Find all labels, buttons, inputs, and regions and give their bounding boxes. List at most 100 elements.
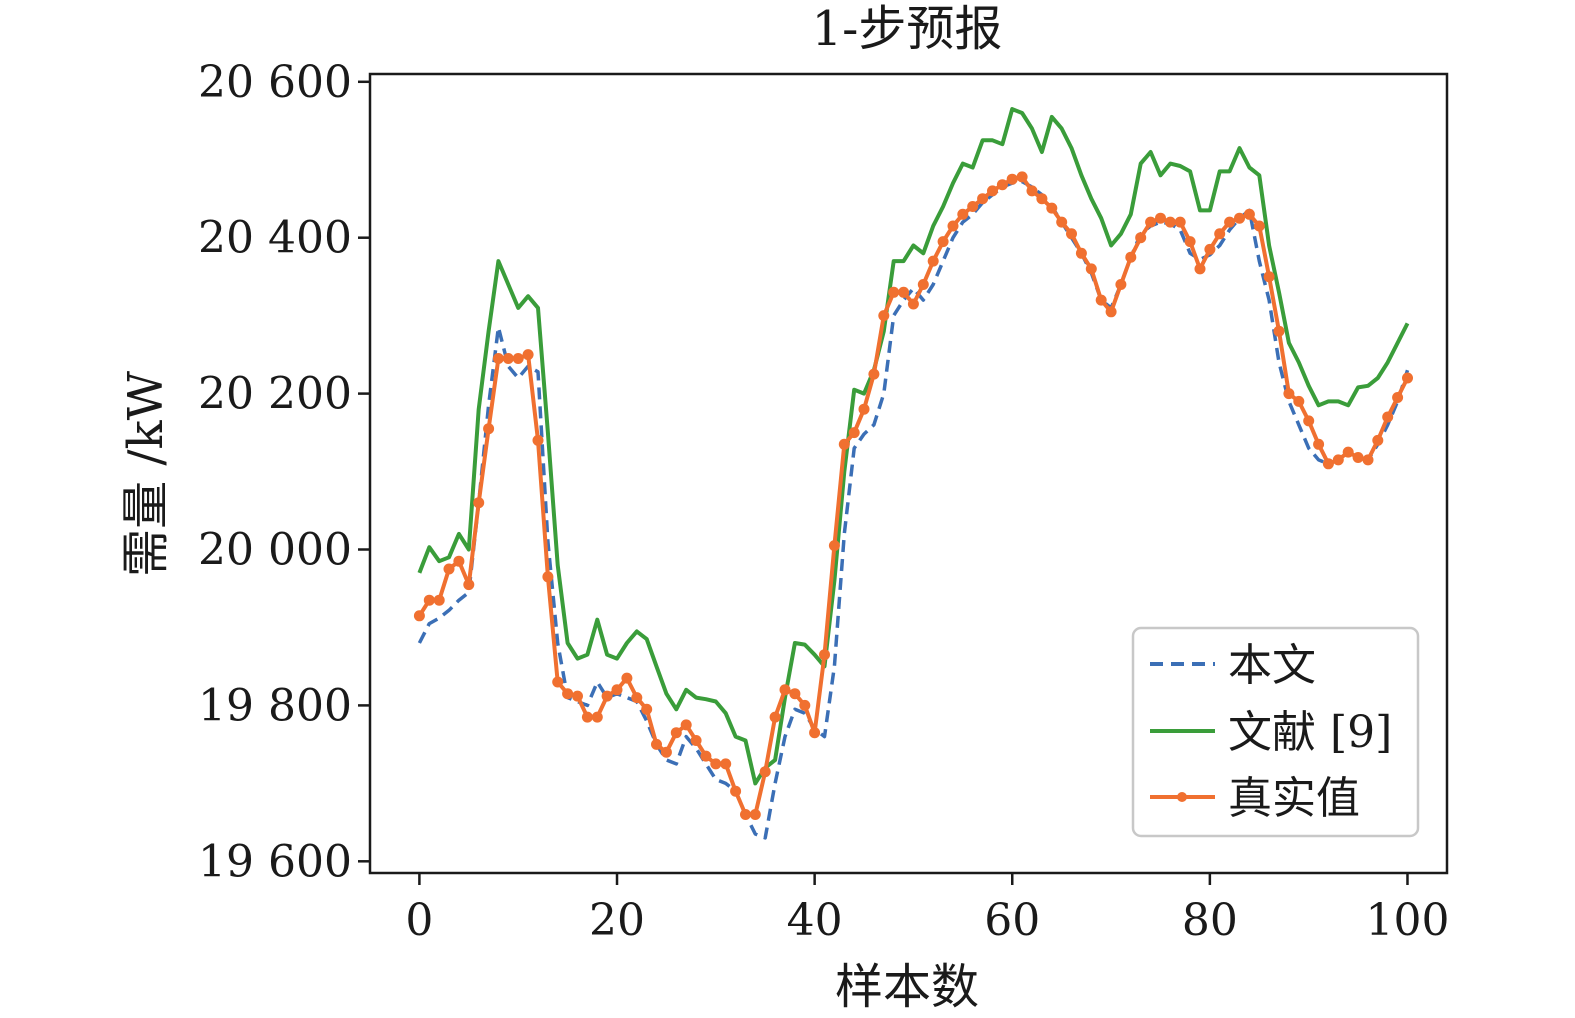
actual-point — [789, 688, 801, 700]
actual-point — [522, 349, 534, 361]
actual-point — [512, 353, 524, 364]
actual-point — [1016, 171, 1028, 183]
actual-point — [878, 310, 890, 322]
actual-point — [1372, 434, 1384, 446]
actual-point — [809, 727, 821, 739]
actual-point — [977, 193, 989, 205]
actual-point — [1263, 271, 1275, 283]
actual-point — [710, 758, 722, 770]
actual-point — [700, 750, 712, 762]
actual-point — [1243, 208, 1255, 220]
actual-point — [1056, 216, 1068, 228]
legend-swatch-actual-marker — [1177, 792, 1187, 802]
actual-point — [888, 286, 900, 298]
actual-point — [591, 711, 603, 723]
actual-point — [463, 579, 475, 591]
actual-point — [1224, 216, 1236, 228]
y-tick-label: 19 800 — [198, 680, 352, 731]
actual-point — [1303, 415, 1315, 427]
actual-point — [1402, 372, 1413, 384]
actual-point — [987, 185, 998, 197]
actual-point — [1184, 236, 1196, 248]
actual-point — [749, 809, 761, 820]
actual-point — [1125, 251, 1137, 263]
actual-point — [1362, 454, 1374, 466]
actual-point — [443, 563, 455, 575]
actual-point — [1382, 411, 1394, 423]
y-tick-label: 20 400 — [198, 213, 352, 264]
plot-frame — [368, 72, 1449, 875]
actual-point — [581, 711, 593, 723]
y-tick-label: 20 200 — [198, 369, 352, 420]
actual-point — [651, 738, 662, 750]
y-tick-label: 20 000 — [198, 525, 352, 576]
actual-point — [868, 368, 880, 380]
actual-point — [1174, 216, 1186, 228]
actual-point — [621, 672, 633, 684]
actual-point — [819, 649, 830, 661]
actual-point — [1313, 438, 1325, 450]
actual-point — [1085, 263, 1097, 275]
x-axis: 0 20 40 60 80 100 — [405, 873, 1449, 946]
actual-point — [453, 555, 465, 567]
x-tick-label: 40 — [787, 895, 843, 946]
series-line-lit — [417, 107, 1410, 786]
actual-point — [828, 540, 840, 552]
x-tick-label: 0 — [405, 895, 433, 946]
actual-point — [1392, 392, 1404, 403]
x-tick-label: 80 — [1182, 895, 1238, 946]
y-tick-label: 19 600 — [198, 836, 352, 887]
actual-point — [1115, 279, 1127, 290]
actual-point — [1234, 212, 1245, 224]
actual-point — [730, 785, 742, 797]
actual-point — [670, 727, 682, 739]
actual-point — [858, 403, 870, 415]
actual-point — [1194, 263, 1206, 275]
actual-point — [562, 688, 574, 700]
actual-point — [1352, 452, 1364, 463]
actual-point — [433, 594, 445, 606]
legend-box — [1131, 626, 1420, 838]
actual-point — [660, 746, 672, 758]
actual-point — [907, 298, 919, 310]
actual-point — [1214, 228, 1226, 240]
actual-point — [1332, 454, 1344, 466]
actual-point — [690, 735, 702, 746]
actual-point — [1026, 185, 1038, 197]
actual-point — [1253, 220, 1265, 232]
actual-point — [680, 719, 692, 731]
actual-point — [1066, 228, 1077, 240]
actual-point — [947, 220, 959, 232]
actual-point — [601, 690, 613, 702]
legend-label-lit: 文献 [9] — [1228, 707, 1392, 758]
actual-point — [473, 497, 485, 509]
x-axis-label: 样本数 — [835, 959, 979, 1015]
actual-point — [492, 353, 504, 364]
actual-point — [1164, 216, 1176, 228]
x-tick-label: 60 — [984, 895, 1040, 946]
actual-point — [631, 692, 643, 704]
actual-point — [1046, 202, 1058, 214]
actual-point — [996, 179, 1008, 191]
actual-point — [898, 286, 910, 298]
actual-point — [967, 201, 979, 212]
actual-point — [1293, 395, 1305, 407]
actual-point — [1036, 193, 1048, 205]
actual-point — [1095, 294, 1107, 306]
actual-point — [1273, 325, 1285, 337]
actual-point — [927, 255, 939, 267]
actual-point — [502, 353, 514, 364]
y-tick-label: 20 600 — [198, 57, 352, 108]
actual-point — [740, 809, 751, 820]
actual-point — [957, 208, 969, 220]
actual-point — [838, 438, 850, 450]
chart-title: 1-步预报 — [812, 1, 1003, 57]
legend-label-actual: 真实值 — [1228, 773, 1360, 824]
actual-point — [552, 676, 564, 688]
actual-point — [572, 690, 583, 702]
actual-point — [611, 684, 623, 696]
actual-point — [1135, 232, 1147, 244]
actual-point — [1145, 216, 1157, 228]
actual-point — [1006, 173, 1018, 185]
